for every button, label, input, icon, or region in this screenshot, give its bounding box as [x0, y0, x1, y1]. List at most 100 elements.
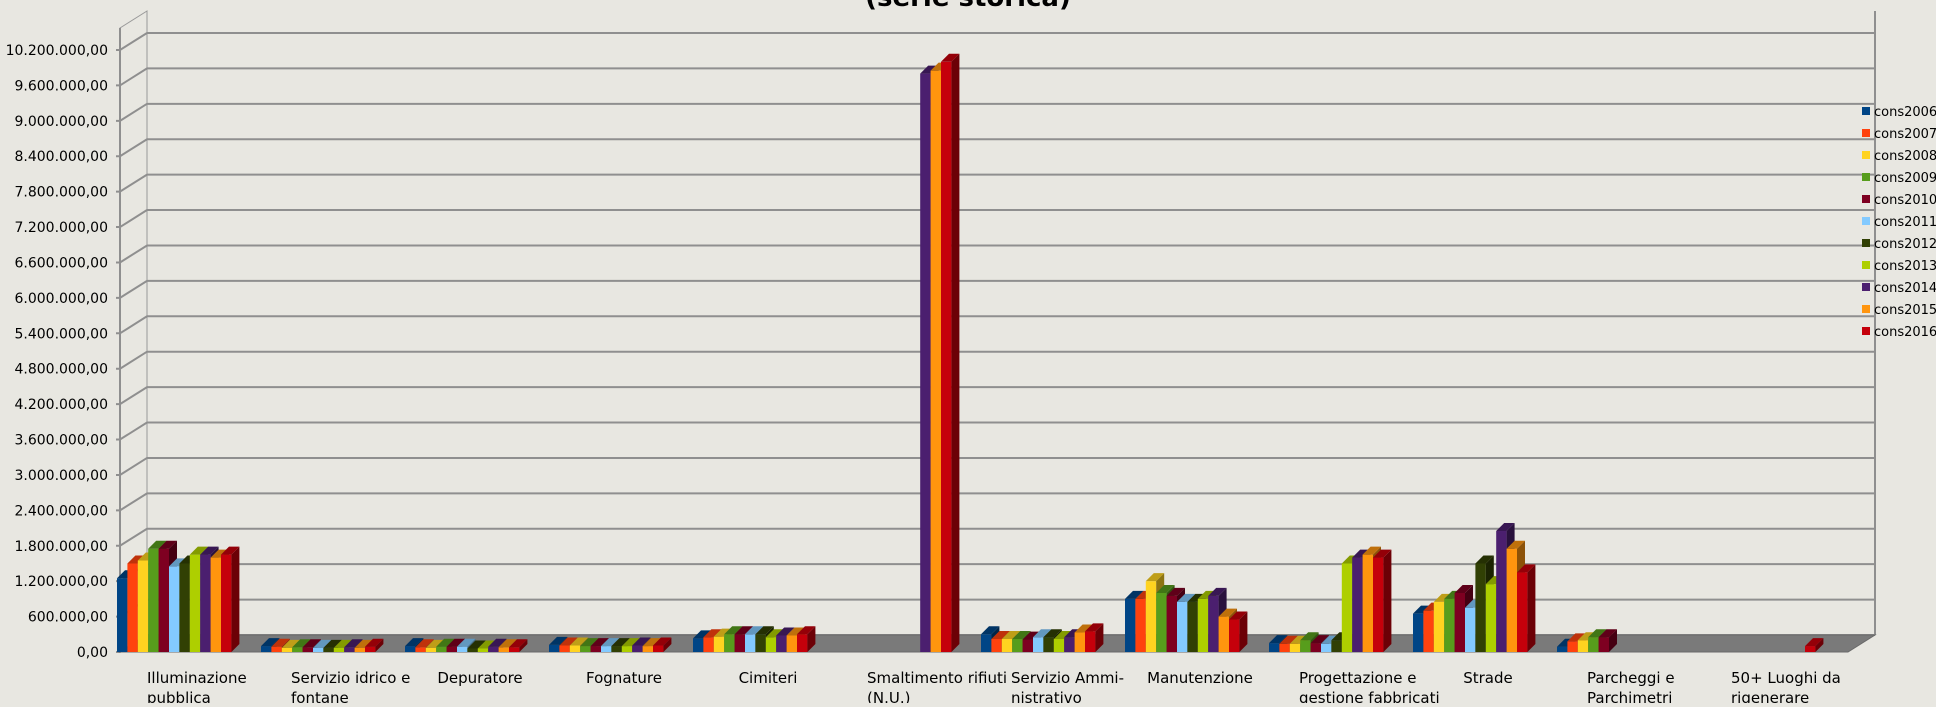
category-label: nistrativo	[1011, 689, 1082, 703]
y-tick-label: 6.600.000,00	[14, 255, 108, 271]
bar-top	[1208, 587, 1227, 596]
bar-front	[344, 647, 355, 652]
bar-front	[1373, 557, 1384, 652]
y-tick-label: 7.800.000,00	[14, 185, 108, 201]
bar-front	[1331, 640, 1342, 652]
legend-swatch	[1862, 217, 1870, 225]
bar-front	[323, 647, 334, 652]
bar-front	[981, 634, 992, 652]
bar-front	[1598, 637, 1609, 652]
gridline	[116, 456, 1875, 476]
bar-top	[559, 637, 578, 646]
legend-label: cons2012	[1874, 237, 1936, 252]
grid	[116, 10, 1877, 653]
bar-front	[1289, 643, 1301, 652]
bar-cons2016-1	[365, 638, 384, 652]
bar-top	[1567, 633, 1586, 642]
bar-front	[1156, 592, 1167, 652]
category-label: Servizio Ammi-	[1011, 669, 1124, 687]
bar-cons2010-10	[1598, 629, 1617, 652]
bar-top	[333, 639, 353, 648]
bar-side	[951, 53, 960, 653]
category-label: 50+ Luoghi da	[1731, 669, 1841, 687]
gridline	[116, 279, 1875, 299]
bar-top	[765, 629, 785, 638]
gridline	[116, 492, 1875, 512]
bar-front	[549, 644, 560, 652]
bar-front	[1352, 557, 1363, 652]
legend-label: cons2013	[1874, 259, 1936, 274]
bar-front	[642, 646, 653, 652]
bar-front	[1577, 640, 1589, 652]
y-tick-label: 4.200.000,00	[14, 397, 108, 413]
legend-swatch	[1862, 305, 1870, 313]
bar-front	[333, 647, 345, 652]
bar-front	[281, 647, 293, 652]
bar-top	[498, 639, 517, 648]
bar-top	[786, 627, 805, 636]
bar-top	[415, 639, 434, 648]
bar-top	[981, 626, 1000, 635]
bar-top	[755, 626, 774, 635]
bar-front	[117, 578, 128, 652]
y-tick-label: 9.000.000,00	[14, 114, 108, 130]
gridline	[116, 32, 1875, 51]
y-tick-label: 3.600.000,00	[14, 433, 108, 449]
bar-top	[189, 546, 209, 555]
legend-swatch	[1862, 239, 1870, 247]
legend-swatch	[1862, 283, 1870, 291]
bar-front	[1300, 640, 1311, 652]
bar-front	[1229, 619, 1240, 652]
y-tick-label: 1.200.000,00	[14, 574, 108, 590]
bar-front	[632, 645, 643, 652]
bar-top	[569, 637, 589, 646]
bar-side	[663, 637, 672, 652]
category-label: Fognature	[586, 669, 662, 687]
bar-side	[1527, 564, 1536, 652]
chart-title: (serie storica)	[865, 0, 1071, 13]
gridline	[116, 138, 1875, 158]
bar-top	[1156, 584, 1175, 593]
bar-top	[1588, 629, 1607, 638]
bar-top	[1177, 593, 1196, 602]
bar-top	[549, 636, 568, 645]
legend-swatch	[1862, 151, 1870, 159]
bar-front	[1423, 610, 1434, 652]
bar-front	[436, 646, 447, 652]
bar-top	[405, 638, 424, 647]
bar-top	[344, 639, 363, 648]
legend-swatch	[1862, 327, 1870, 335]
bar-front	[1001, 639, 1013, 652]
bar-cons2016-4	[797, 626, 816, 652]
gridline	[116, 209, 1875, 229]
category-label: Illuminazione	[147, 669, 247, 687]
bar-front	[1433, 601, 1445, 652]
bar-top	[1598, 629, 1617, 638]
bar-top	[1454, 584, 1473, 593]
bar-top	[281, 639, 301, 648]
legend-label: cons2009	[1874, 171, 1936, 186]
bar-front	[569, 645, 581, 652]
category-label: fontane	[291, 689, 349, 703]
bar-top	[1475, 555, 1494, 564]
bar-top	[776, 627, 795, 636]
legend-label: cons2016	[1874, 325, 1936, 340]
bar-front	[179, 563, 190, 652]
bar-top	[477, 640, 497, 649]
bar-top	[1269, 635, 1288, 644]
bar-front	[724, 634, 735, 652]
gridline	[116, 244, 1875, 264]
bar-top	[302, 639, 321, 648]
bar-top	[1166, 587, 1185, 596]
bar-top	[436, 638, 455, 647]
bar-top	[642, 638, 661, 647]
y-tick-label: 4.800.000,00	[14, 362, 108, 378]
bar-front	[765, 637, 777, 652]
legend-swatch	[1862, 107, 1870, 115]
bar-top	[580, 638, 599, 647]
bar-top	[611, 638, 630, 647]
bar-front	[1454, 592, 1465, 652]
bar-top	[292, 639, 311, 648]
bar-top	[158, 540, 177, 549]
